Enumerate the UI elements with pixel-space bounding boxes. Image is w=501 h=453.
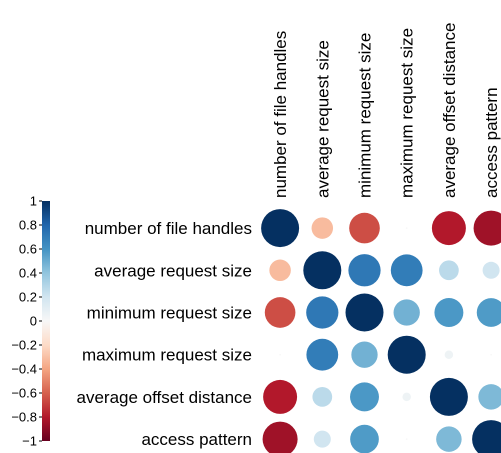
correlation-circle — [472, 420, 501, 453]
correlation-circle — [279, 353, 281, 356]
correlation-cells — [261, 209, 501, 453]
row-label: average request size — [94, 261, 252, 280]
colorbar-gradient — [42, 201, 50, 441]
row-label: maximum request size — [82, 346, 252, 365]
column-label: average request size — [313, 40, 332, 198]
colorbar-tick-label: 0.8 — [19, 218, 37, 233]
column-label: number of file handles — [271, 31, 290, 198]
correlation-circle — [303, 251, 342, 290]
correlation-circle — [263, 379, 298, 414]
correlation-circle — [431, 211, 466, 246]
correlation-circle — [405, 227, 408, 229]
correlation-circle — [478, 384, 501, 410]
correlation-circle — [350, 382, 379, 412]
correlation-circle — [402, 392, 411, 402]
correlation-circle — [313, 430, 331, 448]
correlation-circle — [473, 210, 501, 246]
correlation-circle — [434, 298, 464, 327]
colorbar-tick-label: 1 — [30, 194, 37, 209]
correlation-circle — [264, 297, 296, 328]
column-label: maximum request size — [398, 28, 417, 198]
correlation-circle — [350, 424, 379, 453]
correlation-circle — [482, 261, 500, 279]
correlation-circle — [269, 259, 291, 282]
correlation-circle — [393, 299, 420, 326]
colorbar-tick-label: −0.4 — [11, 362, 37, 377]
row-label: average offset distance — [77, 388, 252, 407]
colorbar-tick-label: −0.6 — [11, 386, 37, 401]
correlation-circle — [306, 296, 339, 329]
correlation-circle — [348, 254, 381, 287]
correlation-circle — [405, 438, 408, 440]
column-labels: number of file handles average request si… — [271, 23, 501, 198]
correlation-circle — [490, 353, 492, 356]
correlation-circle — [262, 421, 298, 453]
correlation-circle — [436, 426, 462, 452]
correlation-circle — [387, 335, 426, 374]
correlation-circle — [390, 254, 423, 287]
colorbar-tick-label: −0.8 — [11, 410, 37, 425]
colorbar-tick-label: 0.4 — [19, 266, 37, 281]
correlation-circle — [444, 350, 454, 359]
row-label: access pattern — [141, 430, 252, 449]
correlation-circle — [312, 387, 333, 407]
correlation-circle — [439, 260, 459, 281]
colorbar-tick-label: −0.2 — [11, 338, 37, 353]
colorbar-tick-label: 0 — [30, 314, 37, 329]
correlation-circle — [261, 209, 300, 248]
colorbar-tick-label: 0.2 — [19, 290, 37, 305]
correlation-circle — [311, 217, 334, 239]
correlation-circle — [476, 298, 501, 327]
row-labels: number of file handles average request si… — [77, 219, 252, 449]
correlation-circle — [306, 338, 339, 371]
colorbar-tick-label: 0.6 — [19, 242, 37, 257]
colorbar-ticks: 1 0.8 0.6 0.4 0.2 0 −0.2 −0.4 −0.6 −0.8 −1 — [11, 194, 42, 449]
colorbar — [42, 201, 50, 441]
column-label: average offset distance — [440, 23, 459, 198]
column-label: minimum request size — [356, 33, 375, 198]
column-label: access pattern — [482, 87, 501, 198]
correlation-circle — [351, 341, 378, 368]
colorbar-tick-label: −1 — [22, 434, 37, 449]
row-label: number of file handles — [85, 219, 252, 238]
row-label: minimum request size — [87, 304, 252, 323]
correlation-circle — [429, 377, 468, 416]
correlation-circle — [349, 212, 380, 244]
correlation-circle — [345, 293, 384, 332]
